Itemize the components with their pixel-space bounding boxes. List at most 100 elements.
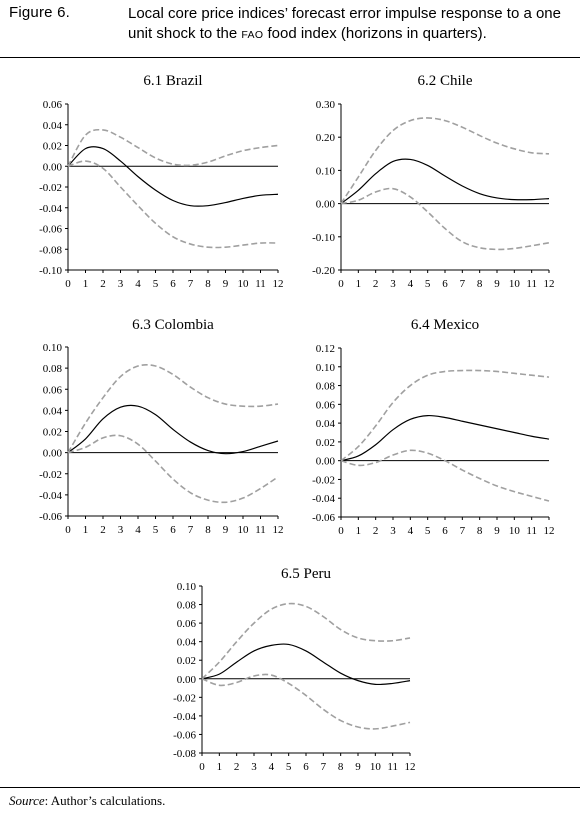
x-tick-label: 11 [255, 278, 266, 290]
x-tick-label: 3 [251, 761, 257, 773]
x-tick-label: 6 [170, 524, 176, 536]
y-tick-label: 0.06 [43, 384, 63, 396]
x-tick-label: 4 [408, 525, 414, 537]
figure-title-smallcaps: FAO [241, 29, 264, 41]
source-note: Source: Author’s calculations. [9, 793, 165, 809]
x-tick-label: 11 [526, 278, 537, 290]
y-tick-label: 0.10 [43, 342, 63, 354]
source-label: Source [9, 793, 45, 808]
series-lower-band [67, 434, 279, 504]
y-tick-label: -0.02 [39, 182, 62, 194]
x-tick-label: 6 [170, 278, 176, 290]
x-tick-label: 12 [273, 524, 284, 536]
series-upper-band [340, 117, 550, 205]
y-tick-label: -0.06 [39, 224, 62, 236]
x-tick-label: 3 [118, 524, 124, 536]
y-tick-label: 0.08 [43, 363, 63, 375]
y-tick-label: -0.02 [173, 692, 196, 704]
y-tick-label: 0.08 [177, 600, 197, 612]
y-tick-label: 0.02 [43, 427, 62, 439]
x-tick-label: 11 [255, 524, 266, 536]
figure-title-part1: Local core price indices’ forecast error… [128, 5, 561, 42]
top-rule [0, 57, 580, 58]
x-tick-label: 5 [153, 524, 159, 536]
x-tick-label: 7 [188, 278, 194, 290]
x-tick-label: 9 [355, 761, 361, 773]
x-tick-label: 1 [83, 278, 89, 290]
y-tick-label: 0.04 [43, 405, 63, 417]
x-tick-label: 1 [356, 278, 362, 290]
y-tick-label: 0.00 [43, 448, 63, 460]
x-tick-label: 9 [223, 524, 229, 536]
x-tick-label: 12 [405, 761, 416, 773]
x-tick-label: 2 [373, 525, 379, 537]
source-text: : Author’s calculations. [44, 793, 166, 808]
x-tick-label: 1 [217, 761, 223, 773]
y-tick-label: 0.06 [316, 399, 336, 411]
x-tick-label: 0 [65, 524, 71, 536]
y-tick-label: 0.10 [177, 581, 197, 593]
x-tick-label: 4 [135, 278, 141, 290]
x-tick-label: 7 [321, 761, 327, 773]
series-upper-band [201, 602, 411, 680]
x-tick-label: 10 [509, 278, 521, 290]
bottom-rule [0, 787, 580, 788]
series-lower-band [340, 449, 550, 502]
x-tick-label: 5 [153, 278, 159, 290]
x-tick-label: 10 [238, 524, 250, 536]
y-tick-label: 0.02 [43, 141, 62, 153]
x-tick-label: 2 [234, 761, 240, 773]
y-tick-label: -0.20 [312, 265, 335, 277]
chart-peru: 6.5 Peru 0.10 0.08 0.06 0.04 0.02 0.00 -0.02 -0.… [173, 566, 416, 773]
x-tick-label: 12 [544, 525, 555, 537]
y-tick-label: 0.04 [43, 120, 63, 132]
x-tick-label: 0 [338, 278, 344, 290]
chart-title: 6.1 Brazil [143, 73, 202, 89]
x-tick-label: 8 [205, 524, 211, 536]
series-upper-band [67, 364, 279, 454]
x-tick-label: 4 [269, 761, 275, 773]
y-tick-label: -0.04 [39, 203, 62, 215]
x-tick-label: 6 [442, 278, 448, 290]
x-tick-label: 8 [477, 278, 483, 290]
x-tick-label: 4 [408, 278, 414, 290]
y-tick-label: -0.02 [39, 469, 62, 481]
y-tick-label: -0.04 [312, 493, 335, 505]
x-tick-label: 5 [425, 525, 431, 537]
x-tick-label: 5 [425, 278, 431, 290]
y-tick-label: 0.04 [177, 637, 197, 649]
x-tick-label: 5 [286, 761, 292, 773]
y-tick-label: 0.00 [177, 674, 197, 686]
x-tick-label: 7 [460, 525, 466, 537]
y-tick-label: 0.04 [316, 418, 336, 430]
y-tick-label: 0.30 [316, 99, 336, 111]
x-tick-label: 10 [509, 525, 521, 537]
series-lower-band [67, 160, 279, 249]
x-tick-label: 1 [356, 525, 362, 537]
series-lower-band [340, 187, 550, 251]
x-tick-label: 2 [100, 524, 106, 536]
y-tick-label: 0.02 [316, 437, 335, 449]
x-tick-label: 12 [544, 278, 555, 290]
series-response-line [67, 404, 279, 455]
x-tick-label: 8 [338, 761, 344, 773]
y-tick-label: 0.12 [316, 343, 335, 355]
series-response-line [201, 643, 411, 686]
y-tick-label: 0.00 [43, 161, 63, 173]
x-tick-label: 7 [460, 278, 466, 290]
x-tick-label: 6 [442, 525, 448, 537]
x-tick-label: 0 [338, 525, 344, 537]
x-tick-label: 6 [303, 761, 309, 773]
y-tick-label: -0.10 [39, 265, 62, 277]
x-tick-label: 10 [370, 761, 382, 773]
series-response-line [340, 158, 550, 205]
series-upper-band [340, 369, 550, 462]
series-response-line [67, 146, 279, 207]
x-tick-label: 11 [526, 525, 537, 537]
chart-colombia: 6.3 Colombia 0.10 0.08 0.06 0.04 0.02 0.00 -0.0… [39, 317, 284, 536]
x-tick-label: 2 [373, 278, 379, 290]
y-tick-label: -0.06 [312, 512, 335, 524]
series-lower-band [201, 673, 411, 730]
y-tick-label: 0.00 [316, 199, 336, 211]
